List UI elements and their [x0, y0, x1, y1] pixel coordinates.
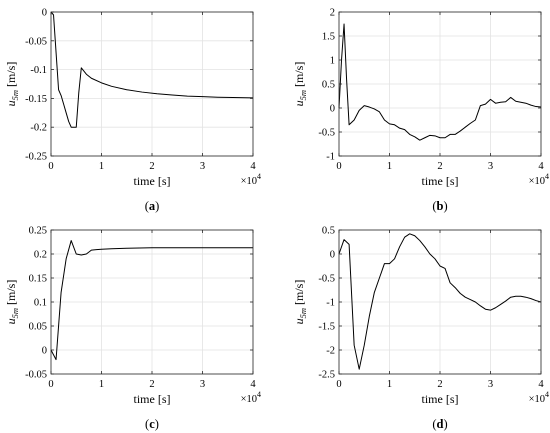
x-exponent-label: ×104 — [241, 390, 261, 405]
panel-d: 0 1 2 3 4 0.5 0 -0.5 -1 -1.5 -2 -2.5 ×104 time [s] u5m… — [292, 226, 549, 432]
x-tick-label: 1 — [99, 379, 104, 390]
x-tick-label: 3 — [200, 161, 205, 172]
x-tick-label: 0 — [48, 379, 53, 390]
x-tick-label: 2 — [437, 161, 442, 172]
y-tick-label: -0.05 — [25, 370, 47, 381]
y-axis-label: u5m [m/s] — [4, 62, 20, 107]
x-axis-label: time [s] — [422, 392, 459, 406]
x-tick-label: 4 — [538, 161, 544, 172]
y-tick-label: 0.5 — [322, 226, 335, 237]
x-tick-label: 2 — [149, 161, 154, 172]
y-tick-label: 0.15 — [29, 274, 47, 285]
panel-caption: (c) — [145, 417, 159, 431]
x-tick-label: 0 — [336, 379, 341, 390]
y-tick-label: 0.05 — [29, 322, 47, 333]
y-tick-label: -0.25 — [25, 152, 47, 163]
x-tick-label: 2 — [437, 379, 442, 390]
x-tick-label: 3 — [488, 161, 493, 172]
y-tick-label: -0.5 — [318, 128, 335, 139]
x-exponent-label: ×104 — [241, 172, 261, 187]
x-tick-label: 3 — [488, 379, 493, 390]
y-axis-label: u5m [m/s] — [292, 62, 308, 107]
y-tick-label: 0.1 — [34, 298, 47, 309]
panel-b: 0 1 2 3 4 2 1.5 1 0.5 0 -0.5 -1 ×104 time [s] u5m [m/s… — [292, 8, 549, 214]
y-tick-label: -0.2 — [30, 123, 47, 134]
y-tick-label: -2.5 — [318, 370, 335, 381]
y-tick-label: 0.25 — [29, 226, 47, 237]
y-tick-label: 0 — [42, 8, 47, 19]
y-tick-label: 0 — [330, 250, 335, 261]
x-tick-label: 4 — [250, 161, 256, 172]
y-tick-label: -0.5 — [318, 274, 335, 285]
y-tick-label: 1.5 — [322, 32, 335, 43]
y-tick-label: 0.2 — [34, 250, 47, 261]
x-axis-label: time [s] — [134, 392, 171, 406]
x-tick-label: 1 — [99, 161, 104, 172]
panel-a: 0 1 2 3 4 0 -0.05 -0.1 -0.15 -0.2 -0.25 ×104 time [s… — [4, 8, 261, 214]
y-tick-label: 0 — [330, 104, 335, 115]
x-tick-label: 2 — [149, 379, 154, 390]
y-tick-label: -1.5 — [318, 322, 335, 333]
x-tick-label: 0 — [48, 161, 53, 172]
x-axis-label: time [s] — [134, 174, 171, 188]
y-tick-label: 1 — [330, 56, 335, 67]
x-exponent-label: ×104 — [529, 172, 549, 187]
y-tick-label: -2 — [326, 346, 335, 357]
panel-caption: (d) — [432, 417, 447, 431]
series-line — [50, 11, 254, 128]
y-tick-label: 0.5 — [322, 80, 335, 91]
y-tick-label: -1 — [326, 152, 335, 163]
y-tick-label: -0.1 — [30, 65, 47, 76]
x-axis-label: time [s] — [422, 174, 459, 188]
panel-caption: (b) — [432, 199, 447, 213]
y-tick-label: -0.05 — [25, 36, 47, 47]
x-exponent-label: ×104 — [529, 390, 549, 405]
x-tick-label: 1 — [387, 161, 392, 172]
panel-caption: (a) — [145, 199, 160, 213]
y-tick-label: 2 — [330, 8, 335, 19]
x-tick-label: 4 — [538, 379, 544, 390]
x-tick-label: 1 — [387, 379, 392, 390]
series-line — [50, 240, 253, 361]
x-tick-label: 3 — [200, 379, 205, 390]
y-tick-label: -0.15 — [25, 94, 47, 105]
series-line — [338, 233, 542, 370]
series-line — [338, 23, 542, 141]
y-tick-label: -1 — [326, 298, 335, 309]
y-axis-label: u5m [m/s] — [292, 280, 308, 325]
y-axis-label: u5m [m/s] — [4, 280, 20, 325]
y-tick-label: 0 — [42, 346, 47, 357]
x-tick-label: 0 — [336, 161, 341, 172]
x-tick-label: 4 — [250, 379, 256, 390]
